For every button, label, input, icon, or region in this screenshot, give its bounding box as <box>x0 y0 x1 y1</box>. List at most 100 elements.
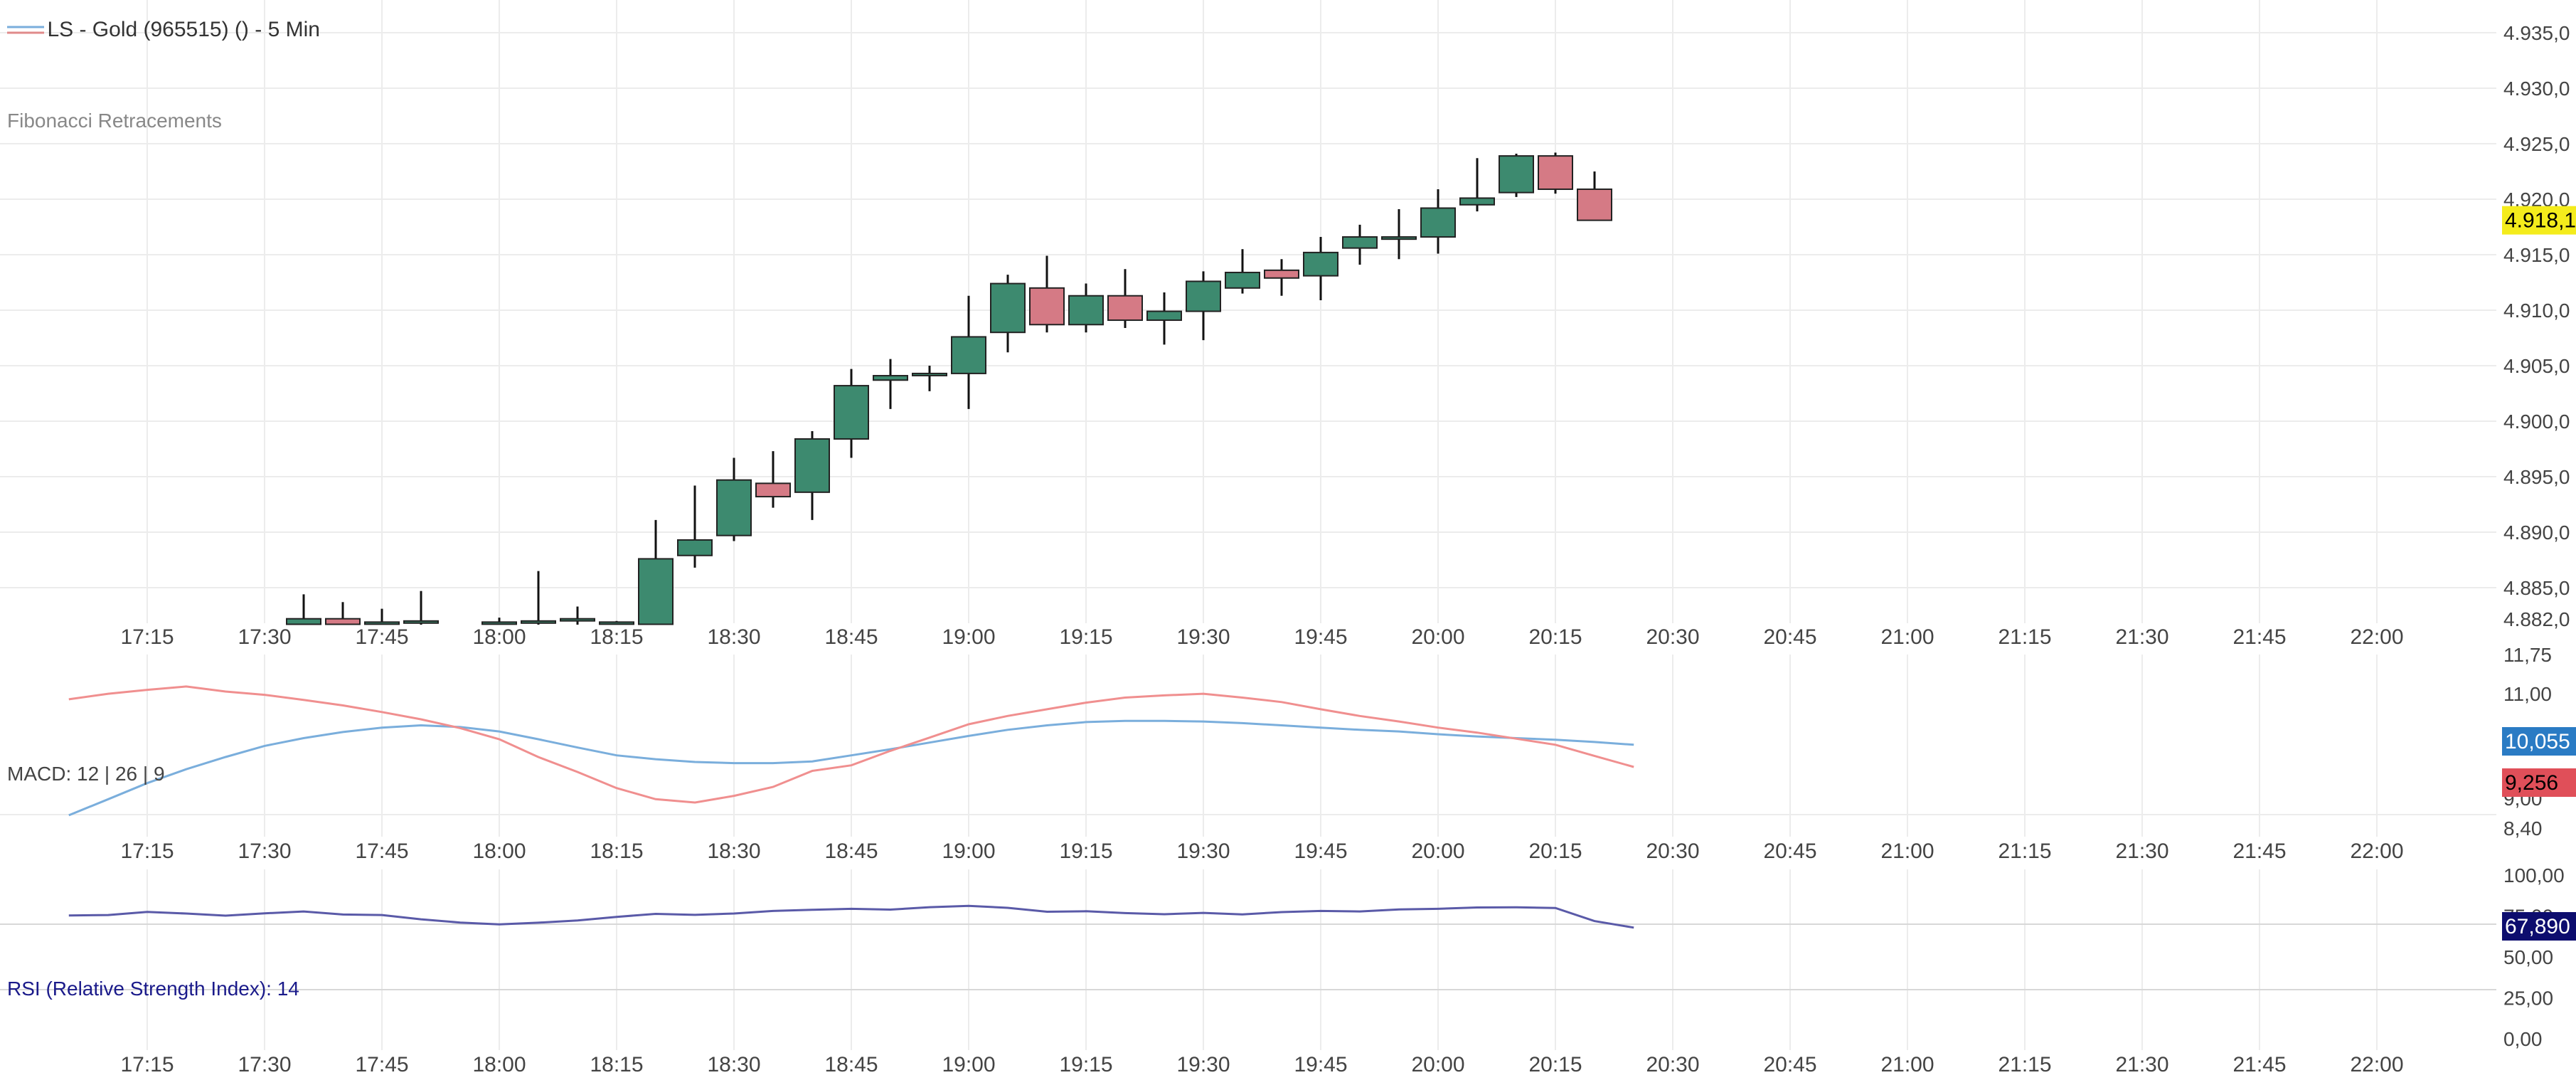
candle-body[interactable] <box>364 621 400 625</box>
candle-body[interactable] <box>755 482 791 498</box>
price-time-label: 20:00 <box>1411 625 1464 649</box>
candle-body[interactable] <box>1538 155 1573 190</box>
price-time-label: 19:45 <box>1294 625 1347 649</box>
candle-body[interactable] <box>599 621 634 625</box>
macd-tick-label: 8,40 <box>2503 817 2543 840</box>
macd-time-label: 19:00 <box>942 840 995 863</box>
legend-swatch-icon <box>7 26 44 34</box>
price-time-label: 21:45 <box>2232 625 2286 649</box>
candle-body[interactable] <box>1499 155 1534 194</box>
macd-time-label: 22:00 <box>2350 840 2403 863</box>
price-time-label: 18:00 <box>472 625 526 649</box>
rsi-time-label: 20:45 <box>1763 1053 1816 1076</box>
price-time-label: 17:30 <box>238 625 291 649</box>
candles-layer[interactable] <box>286 152 1612 625</box>
price-time-label: 21:15 <box>1998 625 2051 649</box>
price-tick-label: 4.910,0 <box>2503 300 2570 322</box>
macd-time-label: 21:15 <box>1998 840 2051 863</box>
macd-tick-label: 11,75 <box>2503 644 2552 666</box>
price-tick-label: 4.885,0 <box>2503 577 2570 599</box>
macd-time-label: 17:30 <box>238 840 291 863</box>
candle-body[interactable] <box>794 438 830 493</box>
macd-label[interactable]: MACD: 12 | 26 | 9 <box>7 763 165 785</box>
macd-time-label: 18:30 <box>707 840 760 863</box>
grid-layer <box>0 0 2496 1050</box>
price-time-label: 20:45 <box>1763 625 1816 649</box>
price-tick-label: 4.895,0 <box>2503 466 2570 488</box>
candle-body[interactable] <box>1264 269 1299 279</box>
candle-body[interactable] <box>638 558 674 625</box>
candle-body[interactable] <box>951 336 986 374</box>
candle-body[interactable] <box>560 618 595 622</box>
rsi-label[interactable]: RSI (Relative Strength Index): 14 <box>7 978 299 1000</box>
price-time-label: 18:15 <box>590 625 643 649</box>
instrument-legend[interactable]: LS - Gold (965515) () - 5 Min <box>7 17 320 43</box>
candle-body[interactable] <box>521 620 556 624</box>
price-time-label: 18:30 <box>707 625 760 649</box>
macd-line[interactable] <box>68 719 1634 817</box>
candle-body[interactable] <box>1029 287 1065 326</box>
rsi-time-label: 17:15 <box>120 1053 174 1076</box>
candle-body[interactable] <box>325 618 361 625</box>
price-time-label: 22:00 <box>2350 625 2403 649</box>
rsi-time-label: 17:30 <box>238 1053 291 1076</box>
rsi-time-label: 18:30 <box>707 1053 760 1076</box>
candle-body[interactable] <box>990 282 1026 334</box>
price-tick-label: 4.882,0 <box>2503 608 2570 630</box>
candle-body[interactable] <box>834 385 869 440</box>
price-tick-label: 4.935,0 <box>2503 22 2570 44</box>
candle-body[interactable] <box>1186 280 1221 312</box>
macd-badge-value: 10,055 <box>2505 730 2570 753</box>
rsi-time-label: 19:15 <box>1059 1053 1112 1076</box>
price-time-label: 19:15 <box>1059 625 1112 649</box>
price-tick-label: 4.890,0 <box>2503 522 2570 544</box>
instrument-title: LS - Gold (965515) () - 5 Min <box>47 18 320 41</box>
rsi-time-label: 21:45 <box>2232 1053 2286 1076</box>
price-tick-label: 4.900,0 <box>2503 411 2570 433</box>
rsi-layer[interactable] <box>68 904 1634 929</box>
rsi-time-label: 18:00 <box>472 1053 526 1076</box>
macd-layer[interactable] <box>68 685 1634 817</box>
rsi-time-label: 22:00 <box>2350 1053 2403 1076</box>
candle-body[interactable] <box>677 539 713 556</box>
candle-body[interactable] <box>1577 188 1612 221</box>
candle-body[interactable] <box>1381 236 1417 240</box>
macd-time-label: 20:00 <box>1411 840 1464 863</box>
price-time-label: 21:00 <box>1880 625 1934 649</box>
signal-line[interactable] <box>68 685 1634 804</box>
rsi-tick-label: 25,00 <box>2503 988 2553 1010</box>
price-time-label: 18:45 <box>824 625 878 649</box>
rsi-time-label: 21:15 <box>1998 1053 2051 1076</box>
candle-body[interactable] <box>716 479 752 536</box>
candle-body[interactable] <box>403 620 439 624</box>
rsi-time-label: 18:15 <box>590 1053 643 1076</box>
candle-body[interactable] <box>1342 236 1378 249</box>
candle-body[interactable] <box>1146 310 1182 322</box>
macd-time-label: 18:00 <box>472 840 526 863</box>
candle-body[interactable] <box>1303 251 1338 277</box>
candle-body[interactable] <box>286 618 321 625</box>
candle-body[interactable] <box>1068 295 1104 326</box>
price-tick-label: 4.930,0 <box>2503 78 2570 100</box>
candle-body[interactable] <box>1459 197 1495 206</box>
axis-layer: 4.935,04.930,04.925,04.920,04.915,04.910… <box>120 22 2576 1076</box>
fibonacci-label[interactable]: Fibonacci Retracements <box>7 110 222 132</box>
candle-body[interactable] <box>1225 271 1260 289</box>
rsi-time-label: 19:30 <box>1176 1053 1230 1076</box>
candle-body[interactable] <box>912 372 947 376</box>
signal-badge <box>2502 768 2576 797</box>
rsi-time-label: 20:15 <box>1528 1053 1582 1076</box>
macd-time-label: 18:15 <box>590 840 643 863</box>
candle-body[interactable] <box>873 375 908 381</box>
rsi-line[interactable] <box>68 904 1634 929</box>
price-badge <box>2502 206 2576 235</box>
candle-body[interactable] <box>1420 207 1456 238</box>
macd-time-label: 19:15 <box>1059 840 1112 863</box>
price-time-label: 17:15 <box>120 625 174 649</box>
rsi-time-label: 21:30 <box>2115 1053 2168 1076</box>
macd-time-label: 17:15 <box>120 840 174 863</box>
price-tick-label: 4.925,0 <box>2503 133 2570 155</box>
candle-body[interactable] <box>481 621 517 625</box>
candle-body[interactable] <box>1107 295 1143 322</box>
